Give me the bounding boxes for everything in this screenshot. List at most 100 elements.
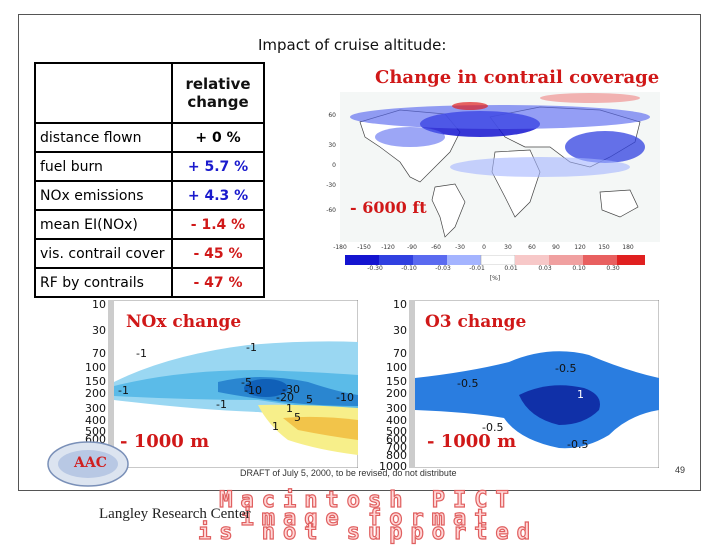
- lon-tick: 180: [622, 244, 634, 251]
- table-row: NOx emissions + 4.3 %: [34, 180, 265, 211]
- row-label: NOx emissions: [34, 180, 173, 211]
- nox-plot: [108, 300, 358, 468]
- pressure-tick: 400: [386, 414, 407, 427]
- pressure-tick: 1000: [379, 460, 407, 473]
- o3-plot: [409, 300, 659, 468]
- contour-label: 1: [272, 420, 279, 433]
- lon-tick: -180: [333, 244, 347, 251]
- contrail-increase-arctic: [540, 93, 640, 103]
- lon-tick: -90: [407, 244, 417, 251]
- nox-altitude-label: - 1000 m: [120, 431, 210, 452]
- lat-tick: -60: [326, 207, 336, 214]
- table-header-empty: [34, 62, 173, 124]
- lon-tick: 30: [504, 244, 512, 251]
- contrail-map-title: Change in contrail coverage: [375, 67, 660, 88]
- row-label: vis. contrail cover: [34, 238, 173, 269]
- header-line-1: relative: [185, 75, 251, 93]
- legend-tick: -0.30: [367, 265, 383, 272]
- pressure-tick: 100: [386, 361, 407, 374]
- legend-tick: -0.01: [469, 265, 485, 272]
- pict-watermark-line-3: is not supported: [197, 519, 538, 545]
- contrail-decrease-east-asia: [565, 131, 645, 163]
- lon-tick: 60: [528, 244, 536, 251]
- contrail-altitude-label: - 6000 ft: [350, 198, 427, 217]
- lon-tick: -30: [455, 244, 465, 251]
- pressure-tick: 600: [386, 433, 407, 446]
- row-value: - 45 %: [171, 238, 265, 269]
- legend-tick: -0.03: [435, 265, 451, 272]
- row-value: + 5.7 %: [171, 151, 265, 182]
- pressure-tick: 70: [92, 347, 106, 360]
- pressure-tick: 500: [85, 425, 106, 438]
- pressure-tick: 150: [386, 375, 407, 388]
- row-label: distance flown: [34, 122, 173, 153]
- lat-tick: -30: [326, 182, 336, 189]
- pressure-tick: 10: [393, 298, 407, 311]
- lat-tick: 30: [328, 142, 336, 149]
- pressure-tick: 150: [85, 375, 106, 388]
- pressure-tick: 10: [92, 298, 106, 311]
- contour-label: -0.5: [555, 362, 577, 375]
- pressure-tick: 300: [386, 402, 407, 415]
- pressure-tick: 30: [92, 324, 106, 337]
- legend-tick: 0.10: [572, 265, 586, 272]
- lon-tick: 150: [598, 244, 610, 251]
- impact-table: relative change distance flown + 0 % fuel…: [34, 62, 265, 298]
- pressure-tick: 200: [386, 387, 407, 400]
- contour-label: 1: [577, 388, 584, 401]
- lon-tick: 0: [482, 244, 486, 251]
- row-label: mean EI(NOx): [34, 209, 173, 240]
- row-value: + 4.3 %: [171, 180, 265, 211]
- contour-label: -0.5: [482, 421, 504, 434]
- slide-frame: [18, 14, 701, 491]
- pressure-tick: 400: [85, 414, 106, 427]
- lon-tick: -150: [357, 244, 371, 251]
- nox-plot-left-bar: [108, 300, 114, 468]
- pict-watermark-line-1: Macintosh PICT: [219, 487, 517, 513]
- row-value: - 47 %: [171, 267, 265, 298]
- row-label: fuel burn: [34, 151, 173, 182]
- contour-label: -10: [336, 391, 354, 404]
- lon-tick: -60: [431, 244, 441, 251]
- legend-unit: [%]: [489, 275, 501, 282]
- row-value: + 0 %: [171, 122, 265, 153]
- lat-tick: 60: [328, 112, 336, 119]
- lon-tick: 120: [574, 244, 586, 251]
- legend-tick: 0.30: [606, 265, 620, 272]
- pressure-tick: 200: [85, 387, 106, 400]
- contour-label: -30: [282, 383, 300, 396]
- contour-label: -1: [216, 398, 227, 411]
- contrail-increase-atlantic: [452, 102, 488, 110]
- pressure-tick: 700: [386, 441, 407, 454]
- o3-plot-figure: O3 change - 1000 m 10 30 70 100 150 200 …: [377, 298, 677, 473]
- pressure-tick: 500: [386, 425, 407, 438]
- footer-note: DRAFT of July 5, 2000, to be revised, do…: [240, 468, 457, 478]
- south-america: [431, 183, 466, 238]
- contour-label: -1: [246, 341, 257, 354]
- contour-label: -5: [241, 376, 252, 389]
- pressure-tick: 800: [386, 449, 407, 462]
- contour-label: -10: [244, 384, 262, 397]
- australia: [599, 189, 639, 218]
- legend-tick: 0.03: [538, 265, 552, 272]
- nox-contour-peak: [244, 379, 288, 397]
- contour-label: -0.5: [457, 377, 479, 390]
- lat-tick: 0: [332, 162, 336, 169]
- nox-plot-figure: NOx change - 1000 m 10 30 70 100 150 200…: [76, 298, 376, 473]
- o3-contour-strong: [519, 385, 600, 425]
- center-name: Langley Research Center: [99, 506, 251, 522]
- contour-label: 1: [286, 402, 293, 415]
- contrail-decrease-north-america: [375, 127, 445, 147]
- pressure-tick: 30: [393, 324, 407, 337]
- contour-label: -1: [118, 384, 129, 397]
- table-row: distance flown + 0 %: [34, 122, 265, 153]
- row-label: RF by contrails: [34, 267, 173, 298]
- legend-tick: -0.10: [401, 265, 417, 272]
- contrail-map-figure: Change in contrail coverage - 6000 ft 60…: [320, 62, 660, 292]
- logo-inner: [58, 450, 118, 478]
- nox-contour-positive-core: [283, 416, 358, 440]
- pressure-tick: 100: [85, 361, 106, 374]
- contrail-decrease-tropics: [450, 157, 630, 177]
- contour-label: 5: [294, 411, 301, 424]
- row-value: - 1.4 %: [171, 209, 265, 240]
